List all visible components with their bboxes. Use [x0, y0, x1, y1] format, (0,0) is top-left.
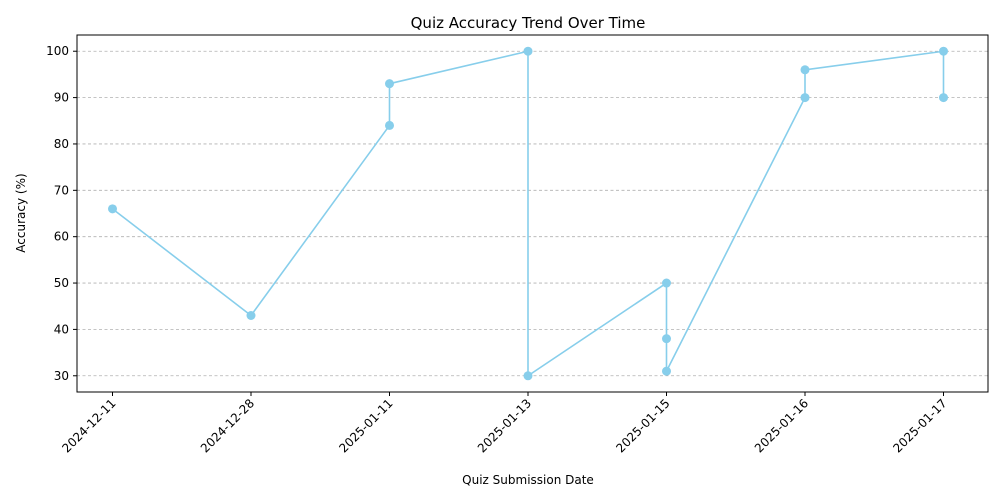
y-tick-label: 30 — [54, 369, 69, 383]
y-tick-label: 100 — [46, 44, 69, 58]
data-point — [939, 93, 948, 103]
y-tick-label: 70 — [54, 183, 69, 197]
chart-title: Quiz Accuracy Trend Over Time — [411, 14, 646, 32]
data-point — [662, 366, 671, 376]
data-point — [108, 204, 117, 214]
data-point — [385, 120, 394, 130]
y-tick-label: 60 — [54, 230, 69, 244]
y-tick-label: 90 — [54, 91, 69, 105]
plot-frame — [76, 34, 989, 393]
data-point — [800, 65, 810, 75]
series-accuracy — [108, 46, 948, 381]
data-point — [662, 334, 671, 344]
data-point — [523, 46, 533, 56]
data-point — [385, 79, 394, 89]
data-point — [246, 311, 256, 320]
y-tick-label: 50 — [54, 276, 69, 290]
y-axis-ticks: 30 40 50 60 70 80 90 100 — [46, 44, 77, 383]
data-point — [662, 278, 671, 288]
y-tick-label: 40 — [54, 322, 69, 336]
x-axis-label: Quiz Submission Date — [462, 473, 594, 487]
data-point — [523, 371, 533, 381]
y-axis-label: Accuracy (%) — [14, 173, 28, 252]
data-point — [800, 93, 810, 103]
data-point — [939, 46, 948, 56]
y-gridlines — [77, 50, 988, 377]
y-tick-label: 80 — [54, 137, 69, 151]
